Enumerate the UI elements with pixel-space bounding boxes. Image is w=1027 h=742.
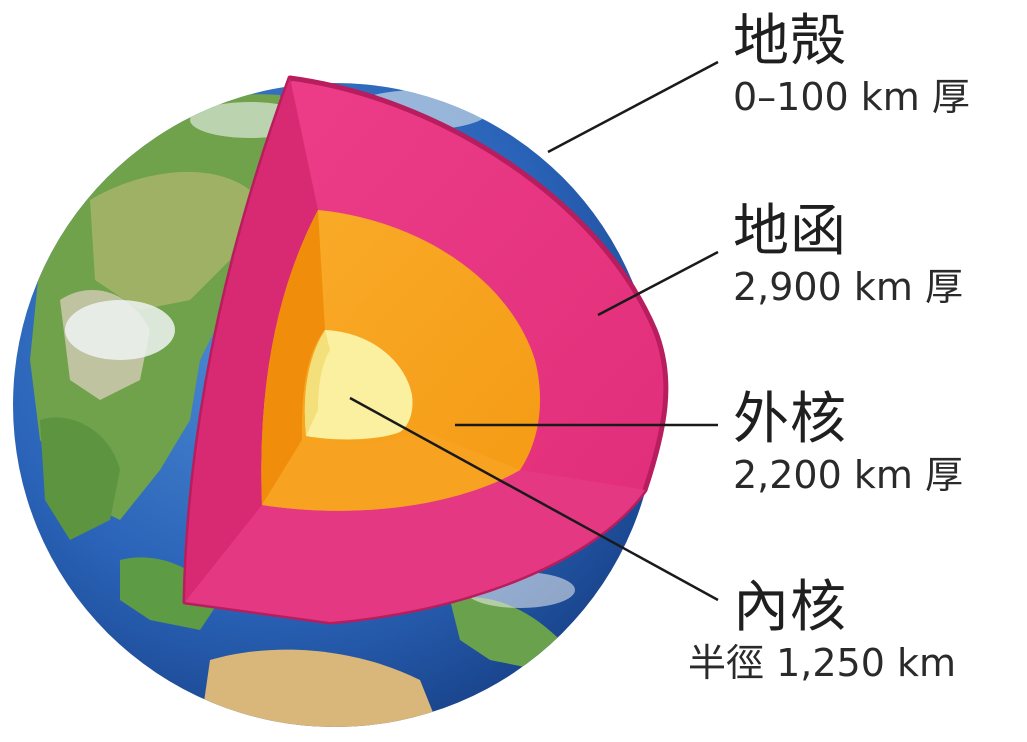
label-mantle: 地函 2,900 km 厚 (733, 199, 963, 309)
label-inner-core: 內核 半徑 1,250 km (688, 575, 956, 683)
mantle-side-face (185, 78, 318, 602)
label-outer-core: 外核 2,200 km 厚 (733, 387, 963, 497)
label-outer-core-thickness: 2,200 km 厚 (733, 453, 963, 497)
globe-cloud-1 (65, 300, 175, 360)
label-crust: 地殻 0–100 km 厚 (733, 9, 970, 119)
label-mantle-thickness: 2,900 km 厚 (733, 265, 963, 309)
label-inner-core-radius: 半徑 1,250 km (688, 641, 956, 685)
label-crust-name: 地殻 (733, 9, 847, 74)
outer-core-side-face (261, 210, 325, 505)
leader-line-crust (547, 60, 719, 154)
label-outer-core-name: 外核 (733, 387, 847, 452)
label-mantle-name: 地函 (733, 199, 847, 264)
mantle-bottom-face (185, 470, 645, 622)
leader-line-mantle (597, 250, 719, 317)
globe-land-asia-highlands (90, 171, 250, 310)
cutaway-wedge (182, 75, 669, 625)
inner-core-layer (304, 330, 413, 440)
inner-core-side-face (304, 330, 330, 436)
label-crust-thickness: 0–100 km 厚 (733, 75, 970, 119)
leader-line-inner (349, 396, 719, 602)
globe-land-australia (200, 649, 440, 727)
globe-land-islands-right (450, 597, 560, 670)
label-inner-core-name: 內核 (733, 575, 847, 640)
globe-land-india (40, 417, 120, 540)
leader-lines (349, 60, 719, 602)
outer-core-bottom-face (262, 430, 520, 511)
